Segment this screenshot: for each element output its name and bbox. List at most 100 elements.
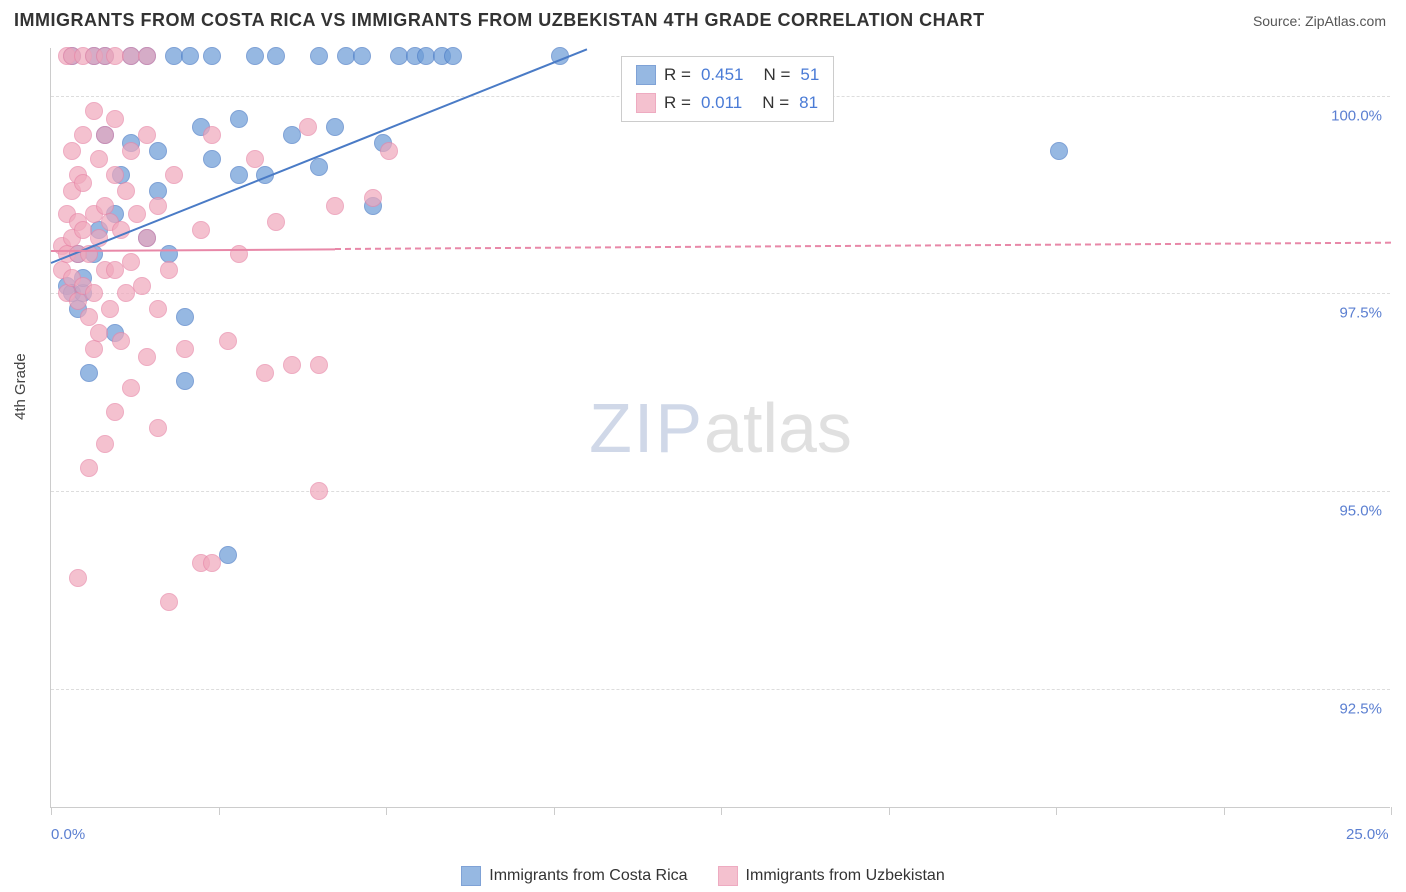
trend-line xyxy=(51,248,335,252)
data-point xyxy=(160,593,178,611)
data-point xyxy=(138,126,156,144)
data-point xyxy=(122,253,140,271)
data-point xyxy=(138,47,156,65)
r-label: R = xyxy=(664,93,691,113)
data-point xyxy=(176,308,194,326)
data-point xyxy=(149,419,167,437)
data-point xyxy=(267,213,285,231)
data-point xyxy=(106,403,124,421)
data-point xyxy=(203,150,221,168)
data-point xyxy=(230,245,248,263)
data-point xyxy=(85,102,103,120)
data-point xyxy=(230,166,248,184)
data-point xyxy=(122,379,140,397)
y-axis-label: 4th Grade xyxy=(12,353,29,420)
correlation-legend: R =0.451N =51R =0.011N =81 xyxy=(621,56,834,122)
data-point xyxy=(90,324,108,342)
data-point xyxy=(181,47,199,65)
data-point xyxy=(326,197,344,215)
r-value: 0.451 xyxy=(701,65,744,85)
x-tick-label: 25.0% xyxy=(1346,826,1389,843)
x-tick xyxy=(721,807,722,815)
y-tick-label: 95.0% xyxy=(1339,503,1382,520)
legend-swatch xyxy=(636,65,656,85)
data-point xyxy=(90,150,108,168)
data-point xyxy=(117,182,135,200)
legend-row: R =0.011N =81 xyxy=(622,89,833,117)
data-point xyxy=(310,47,328,65)
n-label: N = xyxy=(763,65,790,85)
data-point xyxy=(299,118,317,136)
y-tick-label: 92.5% xyxy=(1339,701,1382,718)
trend-line-dashed xyxy=(335,242,1391,250)
data-point xyxy=(85,340,103,358)
swatch-costa-rica xyxy=(461,866,481,886)
data-point xyxy=(219,332,237,350)
legend-label-costa-rica: Immigrants from Costa Rica xyxy=(489,867,687,885)
data-point xyxy=(133,277,151,295)
data-point xyxy=(122,142,140,160)
data-point xyxy=(1050,142,1068,160)
data-point xyxy=(74,126,92,144)
chart-title: IMMIGRANTS FROM COSTA RICA VS IMMIGRANTS… xyxy=(14,10,985,31)
grid-line xyxy=(51,689,1390,690)
data-point xyxy=(364,189,382,207)
data-point xyxy=(176,340,194,358)
data-point xyxy=(96,435,114,453)
data-point xyxy=(96,126,114,144)
data-point xyxy=(176,372,194,390)
data-point xyxy=(138,348,156,366)
chart-source: Source: ZipAtlas.com xyxy=(1253,13,1386,29)
data-point xyxy=(149,197,167,215)
data-point xyxy=(219,546,237,564)
data-point xyxy=(80,459,98,477)
data-point xyxy=(246,47,264,65)
x-tick xyxy=(889,807,890,815)
data-point xyxy=(310,482,328,500)
data-point xyxy=(138,229,156,247)
data-point xyxy=(267,47,285,65)
data-point xyxy=(283,356,301,374)
legend-row: R =0.451N =51 xyxy=(622,61,833,89)
data-point xyxy=(80,364,98,382)
grid-line xyxy=(51,491,1390,492)
data-point xyxy=(203,47,221,65)
scatter-chart: ZIPatlas 92.5%95.0%97.5%100.0%0.0%25.0%R… xyxy=(50,48,1390,808)
data-point xyxy=(106,110,124,128)
legend-item-uzbekistan: Immigrants from Uzbekistan xyxy=(718,866,945,886)
data-point xyxy=(63,142,81,160)
data-point xyxy=(165,166,183,184)
x-tick xyxy=(51,807,52,815)
data-point xyxy=(230,110,248,128)
bottom-legend: Immigrants from Costa Rica Immigrants fr… xyxy=(0,866,1406,886)
data-point xyxy=(256,364,274,382)
data-point xyxy=(128,205,146,223)
data-point xyxy=(106,166,124,184)
chart-header: IMMIGRANTS FROM COSTA RICA VS IMMIGRANTS… xyxy=(0,0,1406,37)
r-label: R = xyxy=(664,65,691,85)
data-point xyxy=(246,150,264,168)
x-tick xyxy=(1224,807,1225,815)
watermark: ZIPatlas xyxy=(589,388,852,468)
data-point xyxy=(203,554,221,572)
watermark-atlas: atlas xyxy=(704,389,852,467)
data-point xyxy=(310,356,328,374)
data-point xyxy=(310,158,328,176)
data-point xyxy=(69,569,87,587)
n-label: N = xyxy=(762,93,789,113)
data-point xyxy=(80,308,98,326)
x-tick xyxy=(386,807,387,815)
x-tick xyxy=(219,807,220,815)
data-point xyxy=(101,300,119,318)
source-prefix: Source: xyxy=(1253,13,1305,29)
legend-label-uzbekistan: Immigrants from Uzbekistan xyxy=(746,867,945,885)
data-point xyxy=(160,261,178,279)
data-point xyxy=(112,332,130,350)
data-point xyxy=(74,174,92,192)
data-point xyxy=(380,142,398,160)
watermark-zip: ZIP xyxy=(589,389,704,467)
x-tick-label: 0.0% xyxy=(51,826,85,843)
data-point xyxy=(149,142,167,160)
x-tick xyxy=(1391,807,1392,815)
r-value: 0.011 xyxy=(701,93,742,113)
